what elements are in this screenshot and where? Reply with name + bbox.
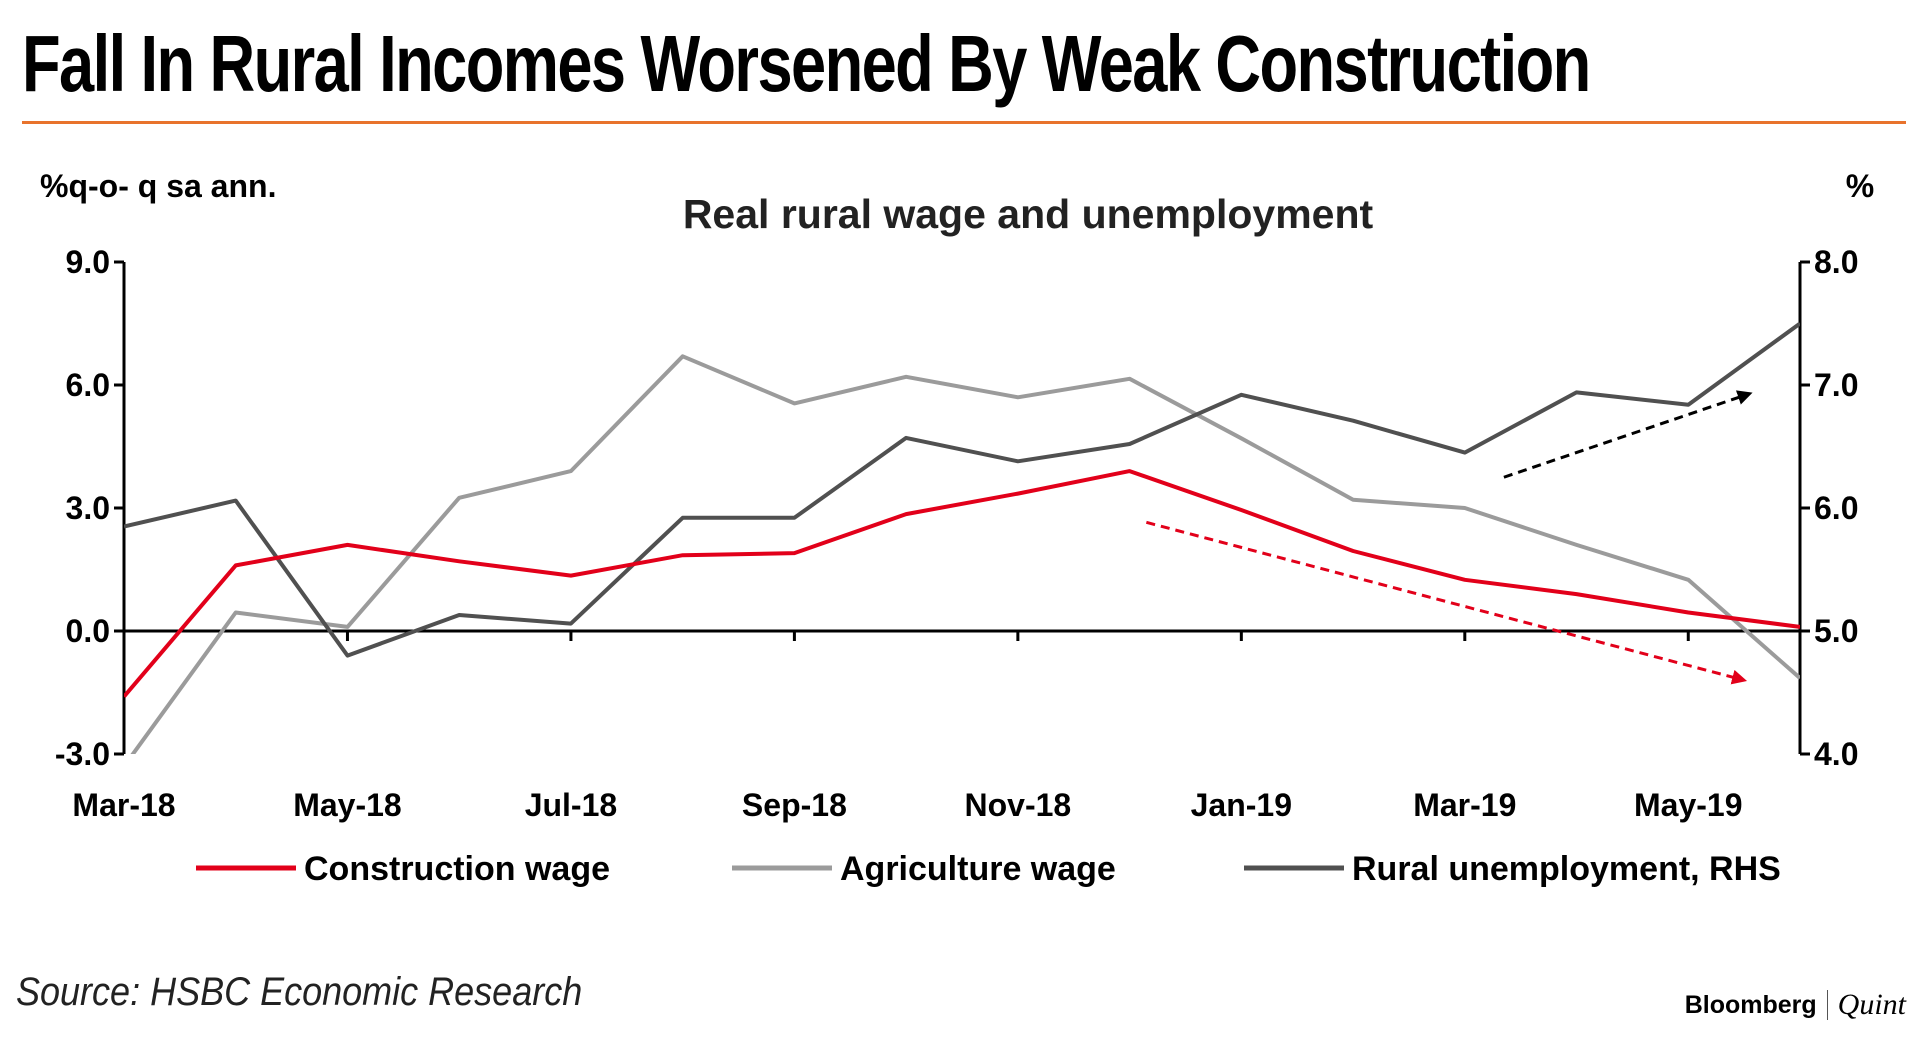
x-axis-tick-label: Jul-18 bbox=[525, 787, 617, 823]
headline-rule bbox=[22, 121, 1906, 124]
right-axis-tick-label: 5.0 bbox=[1814, 613, 1858, 649]
chart-title: Real rural wage and unemployment bbox=[683, 191, 1374, 237]
series-line-agriculture-wage bbox=[130, 354, 1800, 754]
x-axis-tick-label: Mar-19 bbox=[1413, 787, 1516, 823]
right-axis-tick-label: 6.0 bbox=[1814, 490, 1858, 526]
legend-label-unemployment: Rural unemployment, RHS bbox=[1352, 850, 1781, 888]
series-line-construction-wage bbox=[124, 469, 1800, 698]
logo-partner: Quint bbox=[1837, 988, 1906, 1021]
x-axis-tick-label: Sep-18 bbox=[742, 787, 847, 823]
right-axis-tick-label: 4.0 bbox=[1814, 736, 1858, 772]
publisher-logo: Bloomberg Quint bbox=[1685, 988, 1906, 1022]
trend-arrow-unemployment bbox=[1503, 390, 1753, 479]
trend-arrow-construction bbox=[1145, 520, 1748, 685]
x-axis-tick-label: May-19 bbox=[1634, 787, 1743, 823]
left-axis-tick-label: 6.0 bbox=[66, 367, 110, 403]
logo-divider bbox=[1826, 990, 1828, 1020]
right-axis-unit-label: % bbox=[1846, 168, 1874, 204]
left-axis-unit-label: %q-o- q sa ann. bbox=[40, 168, 276, 204]
x-axis-tick-label: Jan-19 bbox=[1191, 787, 1292, 823]
left-axis-tick-label: -3.0 bbox=[55, 736, 110, 772]
left-axis-tick-label: 9.0 bbox=[66, 244, 110, 280]
x-axis-tick-label: Nov-18 bbox=[965, 787, 1072, 823]
left-axis-tick-label: 0.0 bbox=[66, 613, 110, 649]
right-axis-tick-label: 8.0 bbox=[1814, 244, 1858, 280]
source-note: Source: HSBC Economic Research bbox=[16, 970, 583, 1014]
logo-brand: Bloomberg bbox=[1684, 990, 1817, 1019]
series-line-rural-unemployment-rhs bbox=[124, 321, 1800, 658]
legend-label-agriculture: Agriculture wage bbox=[840, 850, 1116, 888]
right-axis-tick-label: 7.0 bbox=[1814, 367, 1858, 403]
headline: Fall In Rural Incomes Worsened By Weak C… bbox=[22, 19, 1591, 108]
plot-area: 9.0 6.0 3.0 0.0 -3.0 8.0 7.0 6.0 5.0 4.0 Mar-18 May… bbox=[55, 244, 1859, 888]
x-axis-tick-label: May-18 bbox=[293, 787, 402, 823]
legend-label-construction: Construction wage bbox=[304, 850, 610, 888]
left-axis-tick-label: 3.0 bbox=[66, 490, 110, 526]
x-axis-tick-label: Mar-18 bbox=[72, 787, 175, 823]
